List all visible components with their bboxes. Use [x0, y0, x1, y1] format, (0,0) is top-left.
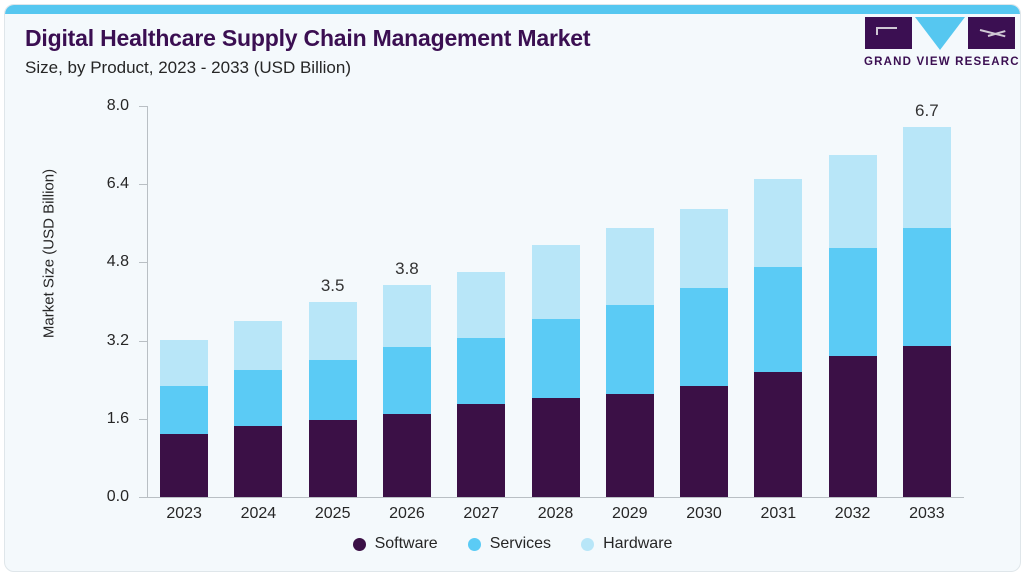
bar-segment-hardware[interactable]: [680, 208, 729, 288]
bar-segment-services[interactable]: [680, 287, 729, 386]
bar-segment-software[interactable]: [680, 385, 729, 497]
bar-segment-hardware[interactable]: [234, 321, 283, 370]
bars-container: 3.5 3.8 6.7: [147, 101, 964, 497]
legend-item-hardware[interactable]: Hardware: [581, 535, 672, 553]
bar-segment-hardware[interactable]: [308, 301, 357, 360]
y-axis-tick-label: 4.8: [106, 253, 129, 271]
bar-segment-services[interactable]: [160, 385, 209, 434]
logo-marks: [864, 17, 1016, 51]
bar-group[interactable]: [531, 245, 580, 497]
bar-group[interactable]: [234, 321, 283, 497]
bar-segment-services[interactable]: [828, 247, 877, 357]
bar-segment-hardware[interactable]: [457, 272, 506, 338]
bar-group[interactable]: [605, 228, 654, 497]
bar-segment-hardware[interactable]: [754, 179, 803, 268]
y-axis-tick-mark: [139, 262, 147, 264]
bar-segment-hardware[interactable]: [828, 155, 877, 248]
legend-label: Hardware: [603, 535, 673, 552]
y-axis-tick-mark: [139, 340, 147, 342]
page-subtitle: Size, by Product, 2023 - 2033 (USD Billi…: [25, 58, 351, 77]
logo-r-icon: [968, 17, 1015, 49]
x-axis-tick-label: 2030: [686, 505, 722, 522]
logo: GRAND VIEW RESEARCH: [864, 17, 1021, 68]
bar-segment-software[interactable]: [234, 425, 283, 497]
y-axis-line: [147, 106, 148, 497]
bar-segment-software[interactable]: [457, 403, 506, 497]
x-axis-tick-label: 2032: [834, 505, 871, 522]
bar-segment-services[interactable]: [754, 267, 803, 373]
legend-swatch-icon: [467, 537, 481, 551]
bar-segment-services[interactable]: [382, 347, 431, 415]
logo-v-triangle-icon: [915, 17, 965, 50]
page-title: Digital Healthcare Supply Chain Manageme…: [25, 25, 591, 51]
y-axis-tick-mark: [139, 106, 147, 107]
bar-segment-software[interactable]: [902, 345, 951, 497]
bar-segment-software[interactable]: [605, 393, 654, 497]
x-axis-tick-label: 2024: [240, 505, 277, 522]
bar-group[interactable]: [680, 208, 729, 497]
y-axis-tick-label: 6.4: [106, 175, 129, 193]
bar-segment-services[interactable]: [234, 369, 283, 426]
bar-group[interactable]: [754, 179, 803, 497]
bar-value-label: 6.7: [915, 100, 939, 120]
chart-card: Digital Healthcare Supply Chain Manageme…: [4, 4, 1021, 572]
legend-swatch-icon: [352, 537, 366, 551]
y-axis-tick-mark: [139, 497, 147, 498]
y-axis-tick-mark: [139, 184, 147, 186]
bar-group[interactable]: 6.7: [902, 101, 951, 497]
chart-header: Digital Healthcare Supply Chain Manageme…: [25, 23, 1004, 89]
x-axis-tick-label: 2033: [909, 505, 945, 522]
x-axis-tick-label: 2031: [760, 505, 797, 522]
bar-group[interactable]: [160, 339, 209, 497]
bar-segment-services[interactable]: [308, 359, 357, 421]
bar-segment-hardware[interactable]: [902, 126, 951, 229]
bar-segment-services[interactable]: [457, 337, 506, 404]
legend-item-services[interactable]: Services: [467, 535, 552, 553]
legend-label: Software: [374, 535, 438, 552]
x-axis-tick-label: 2025: [314, 505, 351, 522]
legend-swatch-icon: [581, 537, 595, 551]
x-axis-tick-label: 2026: [389, 505, 425, 522]
bar-segment-software[interactable]: [382, 414, 431, 497]
y-axis-tick-label: 8.0: [106, 97, 129, 114]
x-axis-line: [147, 497, 964, 498]
x-axis-tick-label: 2029: [611, 505, 648, 522]
chart-legend: Software Services Hardware: [5, 535, 1020, 553]
bar-group[interactable]: [457, 272, 506, 497]
plot-area: Market Size (USD Billion) 0.0 1.6 3.2 4.8 6.…: [5, 5, 1020, 571]
bar-segment-software[interactable]: [828, 356, 877, 497]
bar-value-label: 3.8: [395, 259, 419, 279]
bar-segment-services[interactable]: [605, 305, 654, 394]
legend-item-software[interactable]: Software: [352, 535, 438, 553]
y-axis-tick-mark: [139, 418, 147, 420]
x-axis-tick-label: 2028: [537, 505, 574, 522]
bar-segment-hardware[interactable]: [160, 339, 209, 386]
bar-group[interactable]: [828, 155, 877, 497]
legend-label: Services: [489, 535, 552, 552]
bar-segment-hardware[interactable]: [605, 228, 654, 306]
bar-group[interactable]: 3.8: [382, 259, 431, 497]
bar-segment-software[interactable]: [531, 397, 580, 497]
bar-group[interactable]: 3.5: [308, 276, 357, 497]
bar-value-label: 3.5: [320, 275, 345, 295]
logo-g-icon: [865, 17, 912, 49]
bar-segment-software[interactable]: [308, 420, 357, 497]
y-axis-label: Market Size (USD Billion): [40, 168, 58, 339]
y-axis-tick-label: 3.2: [106, 331, 129, 349]
bar-segment-software[interactable]: [754, 372, 803, 497]
y-axis-tick-label: 1.6: [106, 409, 129, 427]
y-axis-tick-label: 0.0: [106, 488, 129, 505]
top-accent-bar: [5, 5, 1020, 14]
bar-segment-services[interactable]: [531, 319, 580, 398]
bar-segment-hardware[interactable]: [531, 245, 580, 320]
logo-text: GRAND VIEW RESEARCH: [864, 56, 1021, 68]
x-axis-tick-label: 2027: [463, 505, 500, 522]
bar-segment-services[interactable]: [902, 228, 951, 346]
x-axis-tick-label: 2023: [166, 505, 202, 522]
bar-segment-software[interactable]: [160, 433, 209, 497]
bar-segment-hardware[interactable]: [382, 285, 431, 348]
